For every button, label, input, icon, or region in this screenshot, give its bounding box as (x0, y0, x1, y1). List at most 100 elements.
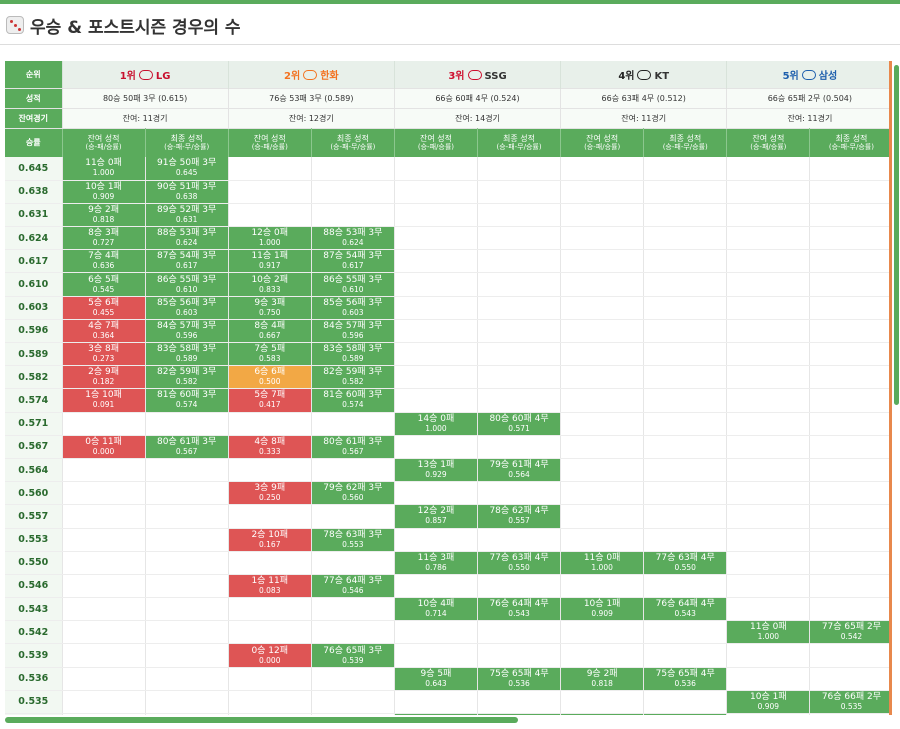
remaining-scenario-cell[interactable]: 14승 0패 1.000 (394, 412, 479, 436)
final-record-cell[interactable]: 76승 65패 3무 0.539 (311, 643, 395, 668)
scenario-rate: 0.560 (342, 493, 364, 503)
final-record-cell[interactable]: 85승 56패 3무 0.603 (311, 296, 395, 320)
remaining-scenario-cell[interactable]: 8승 4패 0.667 (228, 319, 312, 344)
remaining-scenario-cell[interactable]: 7승 5패 0.583 (228, 342, 312, 367)
remaining-scenario-cell[interactable]: 2승 10패 0.167 (228, 528, 312, 552)
final-record-cell[interactable]: 85승 56패 3무 0.603 (145, 296, 229, 320)
team-header-KT[interactable]: 4위 KT (560, 61, 728, 88)
final-record-cell[interactable]: 87승 54패 3무 0.617 (311, 249, 395, 274)
final-record-cell[interactable]: 75승 65패 4무 0.536 (643, 667, 728, 691)
remaining-scenario-cell[interactable]: 9승 5패 0.643 (394, 667, 479, 691)
remaining-scenario-cell[interactable]: 10승 1패 0.909 (726, 690, 811, 715)
final-record-cell[interactable]: 88승 53패 3무 0.624 (145, 226, 229, 251)
scenario-rate: 0.536 (674, 678, 696, 688)
remaining-scenario-cell[interactable]: 1승 11패 0.083 (228, 574, 312, 599)
final-record-cell[interactable]: 77승 65패 2무 0.542 (809, 620, 893, 645)
remaining-scenario-cell[interactable]: 5승 7패 0.417 (228, 388, 312, 413)
final-record-cell[interactable]: 75승 65패 4무 0.536 (477, 667, 562, 691)
final-record-cell[interactable]: 81승 60패 3무 0.574 (145, 388, 229, 413)
horizontal-scroll-thumb[interactable] (5, 717, 518, 723)
team-header-삼성[interactable]: 5위 삼성 (726, 61, 893, 88)
remaining-scenario-cell[interactable]: 13승 1패 0.929 (394, 458, 479, 483)
empty-cell (726, 435, 811, 459)
final-record-cell[interactable]: 77승 63패 4무 0.550 (477, 551, 562, 575)
remaining-scenario-cell[interactable]: 12승 0패 1.000 (228, 226, 312, 251)
final-record-cell[interactable]: 77승 63패 4무 0.550 (643, 551, 728, 575)
final-record-cell[interactable]: 83승 58패 3무 0.589 (311, 342, 395, 367)
team-header-한화[interactable]: 2위 한화 (228, 61, 395, 88)
remaining-scenario-cell[interactable]: 1승 10패 0.091 (62, 388, 146, 413)
final-record-cell[interactable]: 87승 54패 3무 0.617 (145, 249, 229, 274)
remaining-scenario-cell[interactable]: 0승 11패 0.000 (62, 435, 146, 459)
scenario-record: 81승 60패 3무 (323, 390, 383, 401)
final-record-cell[interactable]: 91승 50패 3무 0.645 (145, 157, 229, 181)
final-record-cell[interactable]: 82승 59패 3무 0.582 (145, 365, 229, 390)
remaining-scenario-cell[interactable]: 0승 12패 0.000 (228, 643, 312, 668)
final-record-cell[interactable]: 81승 60패 3무 0.574 (311, 388, 395, 413)
final-record-cell[interactable]: 78승 62패 4무 0.557 (477, 504, 562, 529)
remaining-scenario-cell[interactable]: 11승 1패 0.917 (228, 249, 312, 274)
horizontal-scrollbar[interactable] (5, 716, 893, 724)
scenario-record: 80승 61패 3무 (323, 436, 383, 447)
remaining-scenario-cell[interactable]: 4승 8패 0.333 (228, 435, 312, 459)
remaining-scenario-cell[interactable]: 6승 5패 0.545 (62, 272, 146, 297)
remaining-scenario-cell[interactable]: 3승 8패 0.273 (62, 342, 146, 367)
remaining-scenario-cell[interactable]: 6승 6패 0.500 (228, 365, 312, 390)
final-record-cell[interactable]: 90승 51패 3무 0.638 (145, 180, 229, 204)
remaining-scenario-cell[interactable]: 10승 2패 0.833 (228, 272, 312, 297)
final-record-cell[interactable]: 88승 53패 3무 0.624 (311, 226, 395, 251)
remaining-scenario-cell[interactable]: 9승 3패 0.750 (228, 296, 312, 320)
remaining-scenario-cell[interactable]: 2승 9패 0.182 (62, 365, 146, 390)
vertical-scroll-thumb[interactable] (894, 65, 899, 405)
remaining-label: 잔여경기 (5, 107, 63, 128)
final-record-cell[interactable]: 83승 58패 3무 0.589 (145, 342, 229, 367)
remaining-scenario-cell[interactable]: 11승 3패 0.786 (394, 551, 479, 575)
remaining-scenario-cell[interactable]: 4승 7패 0.364 (62, 319, 146, 344)
final-record-cell[interactable]: 77승 64패 3무 0.546 (311, 574, 395, 599)
remaining-scenario-cell[interactable]: 11승 0패 1.000 (726, 620, 811, 645)
final-record-cell[interactable]: 78승 63패 3무 0.553 (311, 528, 395, 552)
final-record-cell[interactable]: 79승 61패 4무 0.564 (477, 458, 562, 483)
remaining-scenario-cell[interactable]: 10승 1패 0.909 (62, 180, 146, 204)
remaining-scenario-cell[interactable]: 12승 2패 0.857 (394, 504, 479, 529)
subheader-note: (승-패/승률) (750, 142, 787, 151)
final-record-cell[interactable]: 80승 61패 3무 0.567 (311, 435, 395, 459)
table-row: 0.539 0승 12패 0.000 76승 65패 3무 0.539 (5, 643, 893, 668)
final-record-cell[interactable]: 86승 55패 3무 0.610 (145, 272, 229, 297)
team-header-SSG[interactable]: 3위 SSG (394, 61, 562, 88)
table-row: 0.542 11승 0패 1.000 77승 65패 2무 0.542 (5, 620, 893, 645)
final-record-cell[interactable]: 82승 59패 3무 0.582 (311, 365, 395, 390)
remaining-scenario-cell[interactable]: 7승 4패 0.636 (62, 249, 146, 274)
scenario-record: 9승 2패 (586, 668, 618, 679)
remaining-scenario-cell[interactable]: 10승 4패 0.714 (394, 597, 479, 622)
scenario-rate: 0.583 (259, 354, 281, 364)
final-record-cell[interactable]: 74승 66패 4무 (643, 713, 728, 715)
remaining-scenario-cell[interactable]: 11승 0패 1.000 (62, 157, 146, 181)
scenario-table-container[interactable]: 순위 1위 LG 2위 한화 3위 SSG 4위 KT 5위 삼성 성적 80승 50패 3무 (… (5, 61, 893, 715)
remaining-scenario-cell[interactable]: 9승 2패 0.818 (560, 667, 645, 691)
remaining-scenario-cell[interactable]: 8승 3패 0.727 (62, 226, 146, 251)
final-record-cell[interactable]: 76승 66패 2무 0.535 (809, 690, 893, 715)
remaining-scenario-cell[interactable]: 8승 6패 (394, 713, 479, 715)
table-row: 0.610 6승 5패 0.545 86승 55패 3무 0.610 10승 2패 0.83… (5, 272, 893, 297)
scenario-record: 9승 5패 (420, 668, 452, 679)
final-record-cell[interactable]: 84승 57패 3무 0.596 (311, 319, 395, 344)
final-record-cell[interactable]: 79승 62패 3무 0.560 (311, 481, 395, 506)
final-record-cell[interactable]: 80승 60패 4무 0.571 (477, 412, 562, 436)
remaining-scenario-cell[interactable]: 10승 1패 0.909 (560, 597, 645, 622)
remaining-scenario-cell[interactable]: 8승 3패 (560, 713, 645, 715)
remaining-scenario-cell[interactable]: 11승 0패 1.000 (560, 551, 645, 575)
final-record-cell[interactable]: 86승 55패 3무 0.610 (311, 272, 395, 297)
vertical-scrollbar[interactable] (889, 61, 900, 715)
remaining-scenario-cell[interactable]: 5승 6패 0.455 (62, 296, 146, 320)
final-record-cell[interactable]: 76승 64패 4무 0.543 (477, 597, 562, 622)
final-record-cell[interactable]: 89승 52패 3무 0.631 (145, 203, 229, 228)
remaining-scenario-cell[interactable]: 9승 2패 0.818 (62, 203, 146, 228)
final-record-cell[interactable]: 84승 57패 3무 0.596 (145, 319, 229, 344)
remaining-scenario-cell[interactable]: 3승 9패 0.250 (228, 481, 312, 506)
team-header-LG[interactable]: 1위 LG (62, 61, 229, 88)
subheader-title: 잔여 성적 (752, 133, 785, 143)
final-record-cell[interactable]: 80승 61패 3무 0.567 (145, 435, 229, 459)
final-record-cell[interactable]: 74승 66패 4무 (477, 713, 562, 715)
final-record-cell[interactable]: 76승 64패 4무 0.543 (643, 597, 728, 622)
